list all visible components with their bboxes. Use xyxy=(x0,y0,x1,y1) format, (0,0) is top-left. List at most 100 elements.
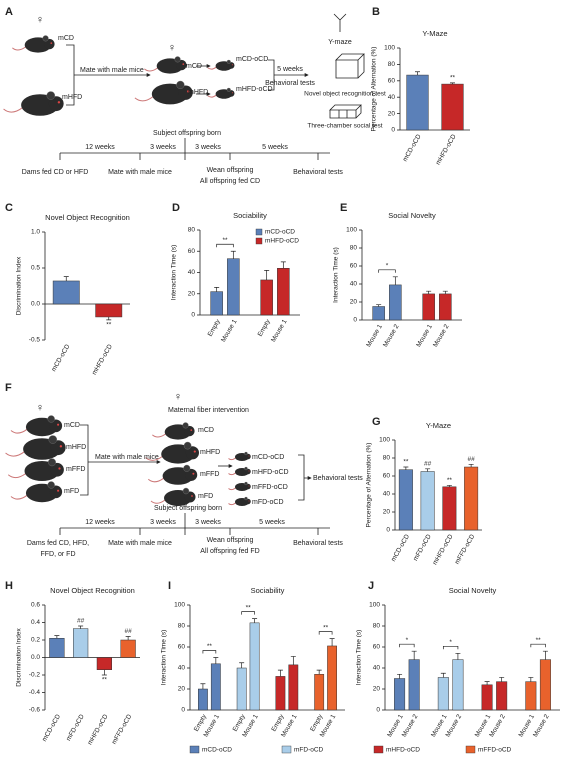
mouse-eye xyxy=(192,472,195,475)
error-bar xyxy=(468,463,474,467)
bar xyxy=(496,681,508,711)
error-bar xyxy=(528,677,534,682)
mouse-ear xyxy=(183,464,191,472)
error-bar xyxy=(403,466,409,470)
diagram-text: mFFD-oCD xyxy=(252,484,288,491)
error-bar xyxy=(415,71,420,76)
panel-label: A xyxy=(5,6,13,18)
diagram-text: ♀ xyxy=(36,402,44,414)
legend-swatch xyxy=(281,745,292,754)
diagram-text: 3 weeks xyxy=(195,144,221,151)
diagram-text: mCD-oCD xyxy=(252,454,284,461)
y-tick-label: 20 xyxy=(178,686,186,693)
mouse-head xyxy=(49,419,63,433)
y-axis-label: Percentage of Alternation (%) xyxy=(366,443,373,528)
error-bar xyxy=(411,650,417,660)
y-tick-label: 40 xyxy=(373,665,381,672)
error-bar xyxy=(125,636,131,640)
error-bar xyxy=(239,662,245,668)
diagram-text: 3 weeks xyxy=(195,519,221,526)
diagram-text: Wean offspring xyxy=(207,167,254,174)
mouse-head xyxy=(227,62,235,69)
bar xyxy=(52,280,80,305)
x-tick-label: mHFD-oCD xyxy=(91,343,114,376)
mouse-ear xyxy=(48,458,56,467)
significance: ** xyxy=(403,459,409,466)
y-tick-label: 100 xyxy=(384,45,395,52)
mouse-tail xyxy=(5,451,25,457)
x-tick-label: mCD-oCD xyxy=(41,713,62,743)
x-tick-label: mFFD-oCD xyxy=(111,713,134,746)
error-bar xyxy=(426,290,432,294)
mouse-head xyxy=(185,468,198,481)
diagram-text: mFFD xyxy=(200,471,219,478)
significance: ## xyxy=(468,456,476,463)
legend-label: mCD-oCD xyxy=(265,229,295,236)
mouse-eye xyxy=(187,90,190,93)
mouse-icon xyxy=(207,87,235,99)
panel-label: B xyxy=(372,6,380,18)
y-tick-label: 20 xyxy=(388,110,396,117)
mouse-eye xyxy=(58,467,61,470)
chart-title: Social Novelty xyxy=(388,211,436,220)
mouse-ear xyxy=(244,466,248,471)
y-tick-label: 80 xyxy=(383,455,391,462)
bar xyxy=(210,291,223,316)
mouse-head xyxy=(44,38,55,50)
significance: * xyxy=(449,639,452,646)
diagram-text: Mate with male mice xyxy=(108,169,172,176)
diagram-text: mCD-oCD xyxy=(236,56,268,63)
y-tick-label: 20 xyxy=(350,299,358,306)
mouse-eye xyxy=(57,489,60,492)
error-bar xyxy=(397,673,403,679)
x-tick-label: Empty xyxy=(207,318,223,338)
mouse-ear xyxy=(182,487,190,495)
y-tick-label: 60 xyxy=(188,248,196,255)
chart-title: Novel Object Recognition xyxy=(50,586,135,595)
bar xyxy=(439,293,452,321)
diagram-text: Maternal fiber intervention xyxy=(168,407,249,414)
y-tick-label: 1.0 xyxy=(31,229,40,236)
mouse-head xyxy=(245,483,251,490)
mouse-head xyxy=(245,453,251,460)
chart-title: Sociability xyxy=(233,211,267,220)
bar xyxy=(73,628,89,658)
y-tick-label: 0 xyxy=(386,527,390,534)
mouse-eye xyxy=(248,500,250,502)
mouse-eye xyxy=(57,101,61,104)
panel-label: C xyxy=(5,202,13,214)
error-bar xyxy=(542,650,548,660)
panel-label: D xyxy=(172,202,180,214)
mouse-body xyxy=(21,94,59,116)
panel-label: G xyxy=(372,416,381,428)
bar xyxy=(420,471,435,531)
diagram-text: Y-maze xyxy=(328,39,352,46)
y-axis-label: Interaction Time (s) xyxy=(333,247,340,303)
y-tick-label: 40 xyxy=(178,665,186,672)
mouse-eye xyxy=(182,63,185,65)
timeline xyxy=(59,138,330,160)
y-tick-label: 0 xyxy=(353,317,357,324)
significance: ** xyxy=(536,637,542,644)
error-bar xyxy=(290,656,296,665)
x-tick-label: mFD-oCD xyxy=(412,533,433,562)
y-tick-label: 40 xyxy=(383,491,391,498)
bracket xyxy=(442,645,459,650)
error-bar xyxy=(252,618,258,623)
mouse-head xyxy=(176,59,187,71)
diagram-text: mFFD xyxy=(66,466,85,473)
diagram-text: 5 weeks xyxy=(277,66,303,73)
legend-label: mHFD-oCD xyxy=(265,238,299,245)
bar xyxy=(481,684,493,711)
error-bar xyxy=(376,304,382,307)
significance: ** xyxy=(102,677,108,684)
bar xyxy=(236,667,247,711)
bar xyxy=(389,284,402,321)
y-tick-label: -0.6 xyxy=(29,707,41,714)
y-tick-label: 80 xyxy=(388,61,396,68)
diagram-text: mHFD xyxy=(62,94,82,101)
x-tick-label: Mouse 2 xyxy=(432,323,451,348)
y-axis-label: Percentage of Alternation (%) xyxy=(371,47,378,132)
diagram-text: Dams fed CD, HFD, xyxy=(27,540,89,547)
